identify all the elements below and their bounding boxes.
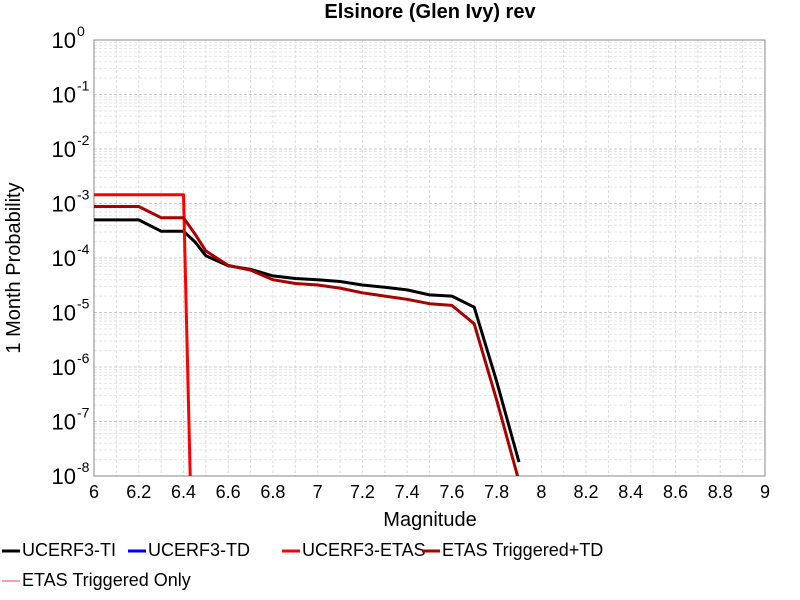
legend-label: UCERF3-TI <box>22 540 116 560</box>
series-line-etas-triggered-td <box>94 205 520 476</box>
series-line-ucerf3-ti <box>94 218 521 463</box>
legend-item: UCERF3-TI <box>2 540 116 560</box>
x-tick-label: 6 <box>89 482 99 502</box>
y-tick-base: 10 <box>52 137 76 162</box>
y-tick-exponent: -2 <box>77 132 90 148</box>
y-tick-exponent: -8 <box>77 459 90 475</box>
y-tick-exponent: -1 <box>77 78 90 94</box>
x-tick-label: 8 <box>536 482 546 502</box>
legend-label: UCERF3-ETAS <box>302 540 426 560</box>
y-tick-exponent: -5 <box>77 296 90 312</box>
legend-item: ETAS Triggered+TD <box>422 540 603 560</box>
series-line-ucerf3-etas <box>94 193 192 476</box>
x-tick-label: 8.8 <box>708 482 733 502</box>
x-axis-label: Magnitude <box>383 509 476 531</box>
y-tick-base: 10 <box>52 246 76 271</box>
grid <box>93 40 766 477</box>
y-tick-base: 10 <box>52 464 76 489</box>
y-tick-exponent: 0 <box>77 23 85 39</box>
y-tick-base: 10 <box>52 410 76 435</box>
y-tick-exponent: -7 <box>77 405 90 421</box>
x-tick-label: 6.2 <box>126 482 151 502</box>
x-tick-label: 9 <box>760 482 770 502</box>
x-tick-label: 6.6 <box>216 482 241 502</box>
legend: UCERF3-TI UCERF3-TD UCERF3-ETAS ETAS Trigge… <box>2 540 603 590</box>
x-tick-label: 7.8 <box>484 482 509 502</box>
y-tick-exponent: -3 <box>77 187 90 203</box>
series-layer <box>94 193 521 476</box>
y-axis-label: 1 Month Probability <box>3 182 25 353</box>
x-tick-label: 7.2 <box>350 482 375 502</box>
y-tick-base: 10 <box>52 192 76 217</box>
legend-label: ETAS Triggered+TD <box>442 540 603 560</box>
y-tick-label: 10 -8 <box>52 459 90 489</box>
chart-title: Elsinore (Glen Ivy) rev <box>324 1 536 23</box>
x-tick-label: 7.6 <box>439 482 464 502</box>
legend-label: UCERF3-TD <box>148 540 250 560</box>
x-tick-label: 7.4 <box>395 482 420 502</box>
y-tick-exponent: -6 <box>77 350 90 366</box>
x-tick-label: 8.2 <box>574 482 599 502</box>
y-tick-label: 10 -1 <box>52 78 90 108</box>
x-tick-label: 6.8 <box>260 482 285 502</box>
y-tick-label: 10 0 <box>52 23 85 53</box>
y-tick-base: 10 <box>52 355 76 380</box>
legend-item: UCERF3-TD <box>128 540 250 560</box>
y-tick-label: 10 -6 <box>52 350 90 380</box>
x-tick-label: 8.6 <box>663 482 688 502</box>
y-tick-label: 10 -5 <box>52 296 90 326</box>
legend-item: ETAS Triggered Only <box>2 570 191 590</box>
y-tick-label: 10 -2 <box>52 132 90 162</box>
y-tick-label: 10 -4 <box>52 241 90 271</box>
y-tick-base: 10 <box>52 28 76 53</box>
x-tick-label: 6.4 <box>171 482 196 502</box>
y-tick-base: 10 <box>52 301 76 326</box>
y-tick-base: 10 <box>52 83 76 108</box>
x-tick-label: 8.4 <box>618 482 643 502</box>
x-tick-labels: 6 6.2 6.4 6.6 6.8 7 7.2 7.4 7.6 7.8 8 8.2 8.4 8.6 8.8 9 <box>89 482 770 502</box>
y-tick-label: 10 -7 <box>52 405 90 435</box>
plot-border <box>93 39 766 477</box>
legend-label: ETAS Triggered Only <box>22 570 191 590</box>
x-tick-label: 7 <box>313 482 323 502</box>
legend-item: UCERF3-ETAS <box>282 540 426 560</box>
y-tick-exponent: -4 <box>77 241 90 257</box>
y-tick-label: 10 -3 <box>52 187 90 217</box>
